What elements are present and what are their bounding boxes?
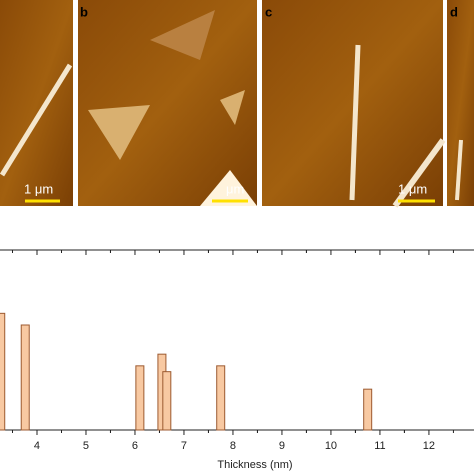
flake [220, 90, 245, 125]
nanowire [349, 44, 361, 201]
bar [162, 371, 172, 431]
x-tick-label: 12 [423, 440, 435, 452]
flake [200, 170, 257, 206]
panel-label: b [80, 4, 88, 19]
bar [0, 312, 6, 431]
flake [150, 10, 215, 60]
afm-panel [0, 0, 73, 206]
panel-label: d [450, 4, 458, 19]
nanowire [0, 63, 73, 177]
nanowire [392, 138, 446, 208]
scale-label: 1 μm [24, 181, 53, 196]
scale-label: μm [226, 181, 244, 196]
panel-label: c [265, 4, 272, 19]
flake [88, 105, 150, 160]
x-tick-label: 5 [83, 440, 89, 452]
bar [216, 365, 226, 431]
x-tick-label: 9 [279, 440, 285, 452]
scale-label: 1 μm [398, 181, 427, 196]
x-tick-label: 8 [230, 440, 236, 452]
x-tick-label: 7 [181, 440, 187, 452]
nanowire [455, 139, 463, 201]
bar [363, 388, 373, 431]
x-axis-title: Thickness (nm) [217, 459, 292, 471]
afm-images: 1 μm μm 1 μm b c d [0, 0, 474, 208]
bar [135, 365, 145, 431]
x-tick-label: 4 [34, 440, 40, 452]
x-tick-label: 10 [325, 440, 337, 452]
bar [20, 324, 30, 431]
x-tick-label: 11 [374, 440, 385, 452]
x-tick-label: 6 [132, 440, 138, 452]
